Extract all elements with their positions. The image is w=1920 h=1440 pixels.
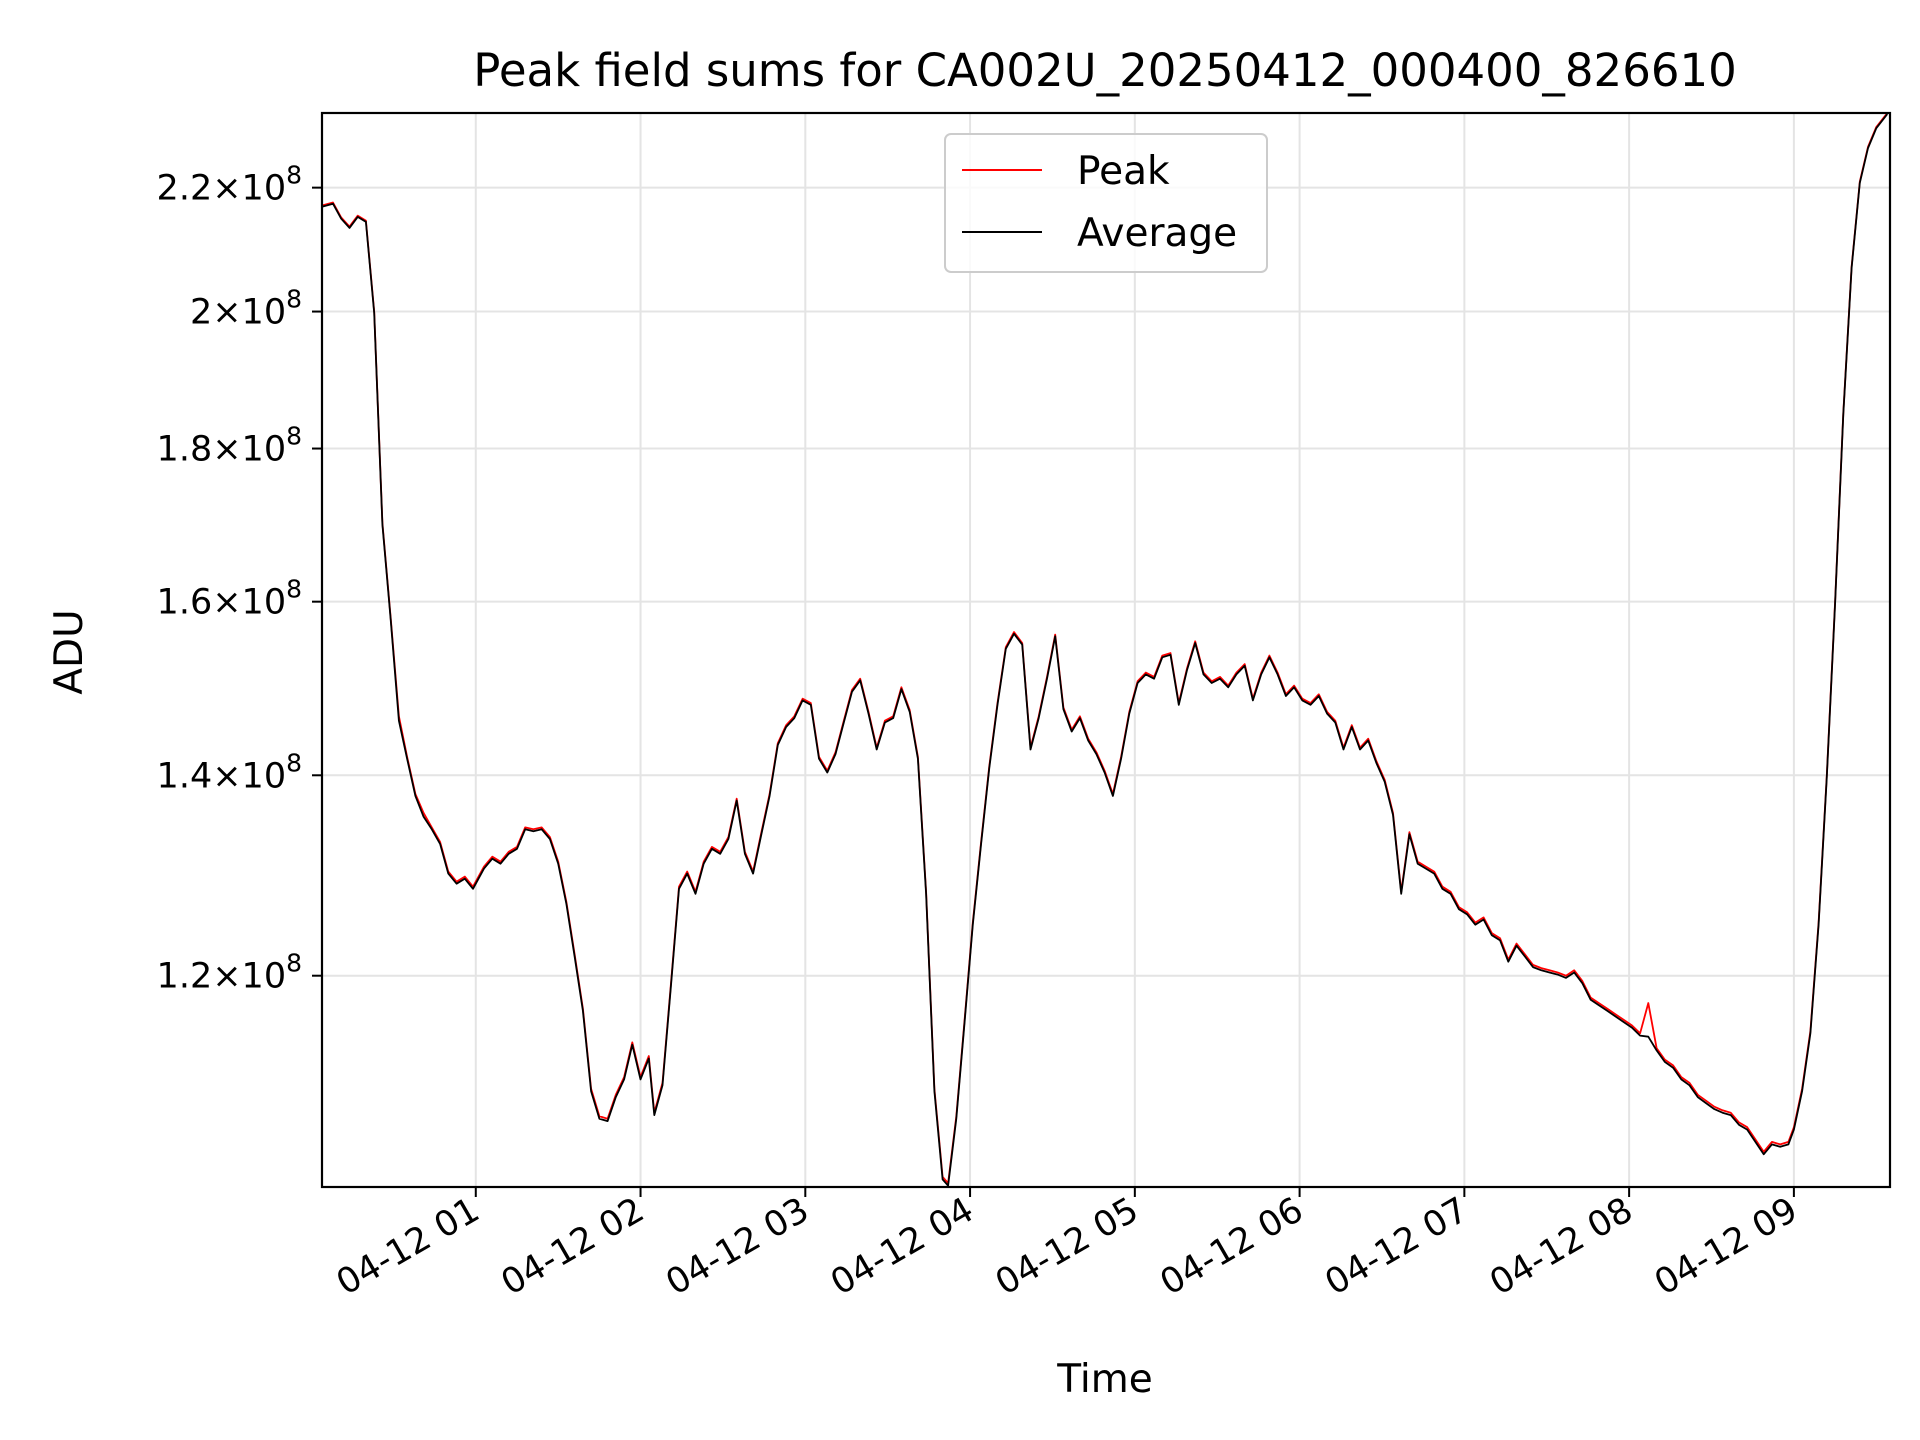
y-tick-label: 1.6×108 (157, 575, 302, 623)
legend-label-average: Average (1077, 211, 1237, 256)
y-tick-times: ×10 (212, 430, 286, 470)
y-axis-label: ADU (47, 609, 92, 694)
y-tick-times: ×10 (212, 169, 286, 209)
y-tick-exponent: 8 (286, 422, 302, 451)
plot-frame (320, 111, 1892, 1189)
plot-lines (321, 112, 1889, 1187)
legend-box (944, 133, 1268, 273)
y-tick-mantissa: 1.2 (157, 957, 213, 997)
y-tick-times: ×10 (212, 583, 286, 623)
y-tick-exponent: 8 (286, 285, 302, 314)
y-tick-times: ×10 (212, 756, 286, 796)
y-tick-label: 2.2×108 (157, 161, 302, 209)
y-tick-mantissa: 1.8 (157, 430, 213, 470)
y-tick-times: ×10 (212, 957, 286, 997)
legend-label-peak: Peak (1077, 149, 1170, 194)
y-tick-label: 2×108 (190, 285, 302, 333)
y-tick-mantissa: 1.6 (157, 583, 213, 623)
y-tick-exponent: 8 (286, 949, 302, 978)
y-tick-exponent: 8 (286, 575, 302, 604)
y-tick-exponent: 8 (286, 748, 302, 777)
x-axis-label: Time (1056, 1357, 1152, 1402)
y-tick-label: 1.8×108 (157, 422, 302, 470)
series-line-average (321, 113, 1889, 1187)
y-tick-mantissa: 2.2 (157, 169, 213, 209)
y-tick-label: 1.4×108 (157, 748, 302, 796)
y-tick-mantissa: 2 (190, 293, 212, 333)
y-tick-exponent: 8 (286, 161, 302, 190)
y-tick-times: ×10 (212, 293, 286, 333)
legend: Peak Average (944, 133, 1268, 273)
y-tick-mantissa: 1.4 (157, 756, 213, 796)
y-tick-label: 1.2×108 (157, 949, 302, 997)
chart-title: Peak field sums for CA002U_20250412_0004… (473, 44, 1736, 97)
